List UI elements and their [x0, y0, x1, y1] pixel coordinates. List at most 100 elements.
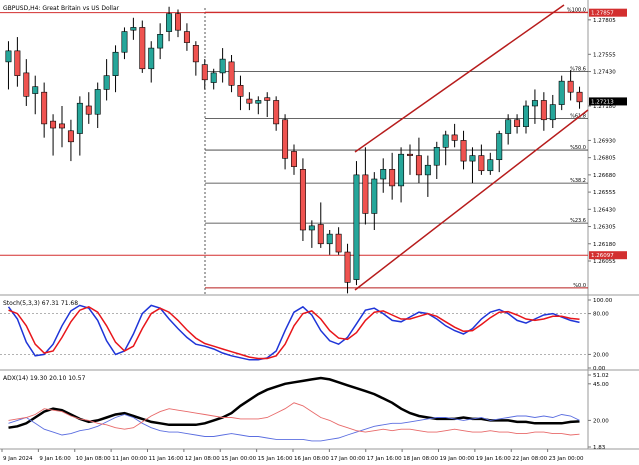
- bull-candle: [94, 89, 101, 115]
- bear-candle: [50, 120, 57, 129]
- time-tick-label: 17 Jan 16:00: [367, 456, 402, 462]
- bull-candle: [219, 58, 226, 74]
- bear-candle: [41, 91, 48, 125]
- bear-candle: [14, 50, 21, 76]
- price-tick-label: 1.26555: [593, 190, 616, 196]
- bull-candle: [353, 174, 360, 280]
- bear-candle: [282, 119, 289, 159]
- bull-candle: [76, 102, 83, 134]
- osc-tick-label: 80.00: [593, 312, 609, 318]
- channel-lower-line[interactable]: [354, 109, 589, 291]
- bull-candle: [523, 105, 529, 127]
- time-axis: 9 Jan 2024 9 Jan 16:00 10 Jan 08:00 11 Jan …: [1, 449, 584, 462]
- price-tick-label: 1.27805: [593, 18, 616, 24]
- osc-tick-label: 45.00: [593, 382, 609, 388]
- bull-candle: [157, 34, 164, 49]
- bull-candle: [549, 104, 556, 121]
- time-tick-label: 17 Jan 00:00: [330, 456, 365, 462]
- bull-candle: [255, 100, 262, 104]
- horizontal-lines[interactable]: [0, 12, 588, 256]
- osc-tick-label: 1.83: [593, 445, 606, 451]
- fib-level-label: %38.2: [570, 178, 586, 184]
- bear-candle: [291, 151, 297, 167]
- bear-candle: [139, 27, 146, 70]
- price-marker-box: [589, 97, 627, 106]
- bull-candle: [442, 134, 449, 148]
- bear-candle: [478, 155, 485, 172]
- bear-candle: [317, 224, 324, 245]
- bull-candle: [121, 31, 128, 53]
- price-tick-label: 1.26055: [593, 259, 616, 265]
- bear-candle: [415, 155, 422, 176]
- bear-candle: [344, 251, 351, 283]
- time-tick-label: 19 Jan 00:00: [440, 456, 475, 462]
- osc-tick-label: 20.00: [593, 352, 609, 358]
- bear-candle: [567, 80, 574, 93]
- bear-candle: [85, 105, 92, 115]
- trend-channel[interactable]: [354, 4, 589, 291]
- bull-candle: [433, 147, 440, 166]
- osc-tick-label: 100.00: [593, 298, 613, 304]
- time-tick-label: 11 Jan 16:00: [149, 456, 184, 462]
- bear-candle: [362, 174, 369, 214]
- fib-level-label: %100.0: [567, 7, 586, 13]
- osc-series-di: [8, 414, 580, 442]
- fib-level-label: %23.6: [570, 218, 586, 224]
- osc-tick-label: 0.00: [593, 366, 606, 372]
- bull-candle: [148, 47, 155, 70]
- bear-candle: [192, 45, 199, 63]
- bull-candle: [558, 80, 565, 105]
- bear-candle: [299, 169, 306, 231]
- time-tick-label: 11 Jan 00:00: [112, 456, 147, 462]
- time-tick-label: 23 Jan 00:00: [549, 456, 584, 462]
- channel-upper-line[interactable]: [354, 4, 565, 153]
- bull-candle: [380, 169, 387, 180]
- price-tick-label: 1.26430: [593, 207, 616, 213]
- fibonacci-retracement[interactable]: %100.0 %78.6 %61.8 %50.0 %38.2 %23.6 %0.0: [205, 7, 588, 289]
- bear-candle: [201, 64, 208, 81]
- bull-candle: [326, 233, 333, 245]
- bear-candle: [451, 134, 458, 141]
- bull-candle: [496, 133, 503, 161]
- bull-candle: [130, 27, 137, 31]
- bull-candle: [487, 159, 494, 172]
- stoch-title: Stoch(5,3,3) 67.31 71.68: [3, 300, 78, 307]
- bear-candle: [175, 13, 181, 31]
- bull-candle: [103, 75, 110, 90]
- price-marker-label: 1.27213: [591, 99, 614, 105]
- price-marker-label: 1.26097: [591, 253, 614, 259]
- price-tick-label: 1.27180: [593, 104, 616, 110]
- osc-tick-label: 20.00: [593, 418, 609, 424]
- price-marker-box: [589, 251, 627, 260]
- price-tick-label: 1.26305: [593, 225, 616, 231]
- bear-candle: [183, 31, 190, 43]
- price-tick-label: 1.26680: [593, 173, 616, 179]
- bull-candle: [166, 13, 173, 32]
- fib-level-label: %61.8: [570, 113, 586, 119]
- stochastic-panel: 100.00 80.00 20.00 0.00: [0, 298, 613, 372]
- time-tick-label: 18 Jan 08:00: [403, 456, 438, 462]
- price-tick-label: 1.26805: [593, 156, 616, 162]
- bear-candle: [576, 91, 583, 103]
- osc-series-adx: [8, 376, 580, 429]
- osc-series-signal: [8, 305, 580, 360]
- time-tick-label: 15 Jan 00:00: [221, 456, 256, 462]
- time-tick-label: 9 Jan 2024: [3, 456, 33, 462]
- time-tick-label: 22 Jan 08:00: [512, 456, 547, 462]
- bear-candle: [389, 169, 396, 187]
- bull-candle: [505, 119, 512, 134]
- bull-candle: [308, 225, 315, 231]
- bear-candle: [407, 153, 413, 156]
- bear-candle: [228, 61, 235, 86]
- time-tick-label: 12 Jan 08:00: [185, 456, 220, 462]
- time-tick-label: 9 Jan 16:00: [39, 456, 71, 462]
- bull-candle: [398, 153, 405, 187]
- bear-candle: [59, 123, 65, 129]
- bear-candle: [246, 98, 253, 104]
- bull-candle: [112, 51, 119, 76]
- bear-candle: [335, 233, 342, 253]
- chart-title: GBPUSD,H4: Great Britain vs US Dollar: [3, 5, 120, 12]
- bull-candle: [469, 155, 476, 162]
